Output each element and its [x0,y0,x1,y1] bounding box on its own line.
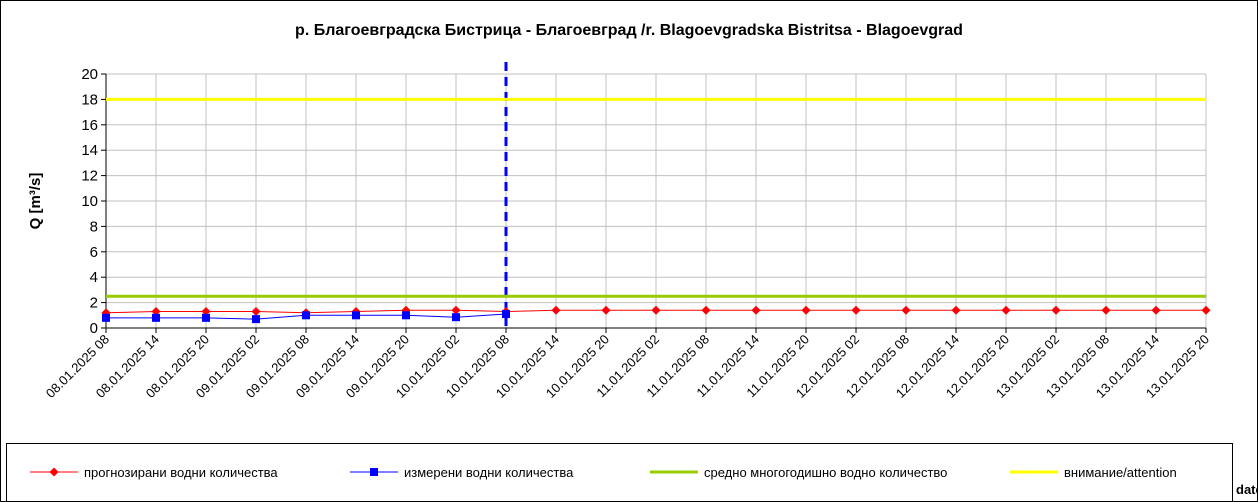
y-tick-label: 2 [90,295,98,312]
y-tick-label: 0 [90,320,98,337]
chart-title: р. Благоевградска Бистрица - Благоевград… [295,22,963,39]
y-tick-label: 6 [90,244,98,261]
point [901,305,911,315]
y-tick-label: 12 [81,168,98,185]
point [1101,305,1111,315]
y-axis-label: Q [m³/s] [27,173,44,230]
point [1151,305,1161,315]
point [452,313,460,322]
y-tick-label: 14 [81,142,98,159]
point [751,305,761,315]
point [551,305,561,315]
point [370,468,378,476]
point [502,310,510,319]
point [1051,305,1061,315]
point [251,306,261,316]
point [352,311,360,320]
point [152,313,160,322]
point [402,311,410,320]
y-tick-label: 18 [81,91,98,108]
point [201,306,211,316]
x-axis-label: date [1236,482,1258,497]
y-tick-label: 16 [81,117,98,134]
legend-label: измерени водни количества [404,465,574,480]
point [202,313,210,322]
y-tick-label: 20 [81,66,98,83]
point [102,313,110,322]
point [252,315,260,324]
point [151,306,161,316]
point [1201,305,1211,315]
point [951,305,961,315]
point [701,305,711,315]
legend-label: прогнозирани водни количества [84,465,278,480]
point [601,305,611,315]
legend-label: средно многогодишно водно количество [704,465,947,480]
legend-label: внимание/attention [1064,465,1177,480]
point [451,305,461,315]
y-tick-label: 10 [81,193,98,210]
point [801,305,811,315]
point [1001,305,1011,315]
point [302,311,310,320]
point [651,305,661,315]
y-tick-label: 4 [90,269,98,286]
y-tick-label: 8 [90,218,98,235]
point [49,467,59,477]
point [851,305,861,315]
